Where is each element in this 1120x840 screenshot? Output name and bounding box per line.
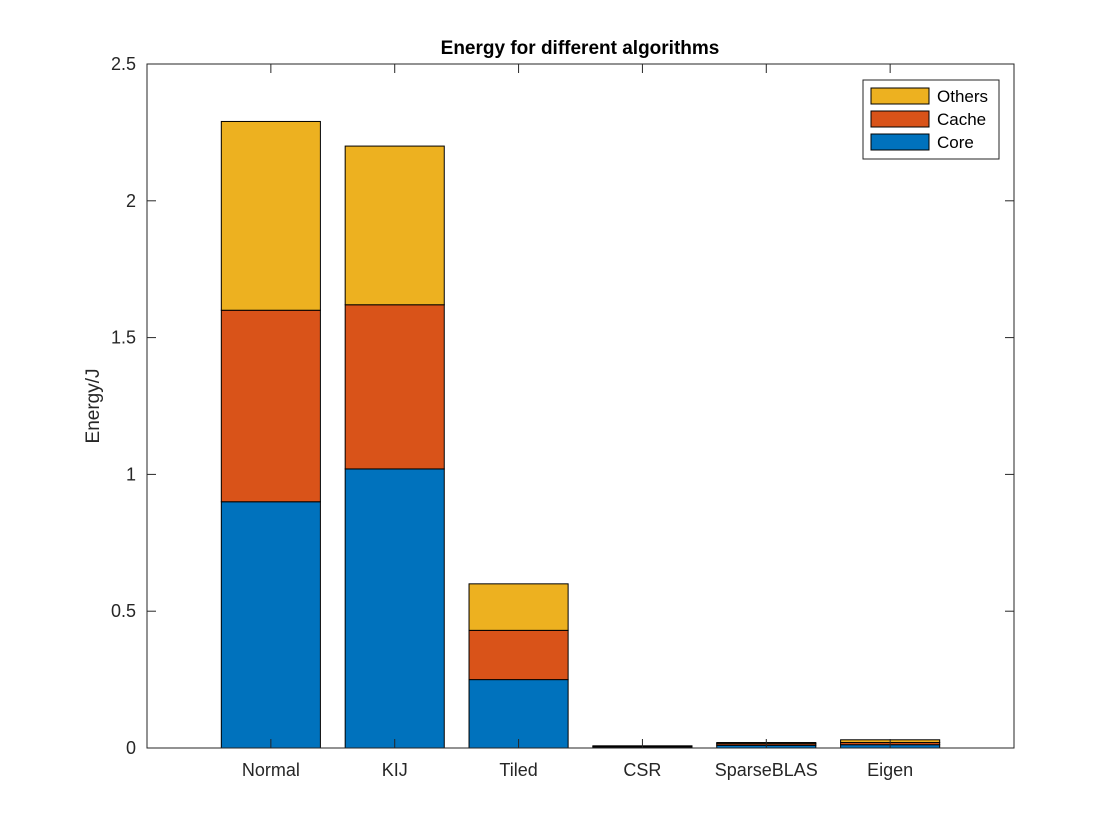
plot-frame	[146, 63, 1015, 749]
bar-segment-core-tiled	[468, 679, 569, 749]
y-tick-label: 1.5	[111, 328, 136, 348]
x-tick-label-sparseblas: SparseBLAS	[715, 760, 818, 780]
bar-segment-core-kij	[344, 468, 445, 749]
legend-label-cache: Cache	[937, 110, 986, 129]
bar-segment-others-normal	[220, 120, 321, 311]
y-tick-label: 2.5	[111, 54, 136, 74]
tick-labels: 0 0.5 1 1.5 2 2.5 Normal KIJ Tiled CSR SparseBLAS E…	[111, 54, 913, 780]
y-tick-label: 0	[126, 738, 136, 758]
bar-segment-others-tiled	[468, 583, 569, 631]
legend-label-others: Others	[937, 87, 988, 106]
legend-swatch-core	[870, 133, 930, 151]
legend-label-core: Core	[937, 133, 974, 152]
bar-segment-cache-kij	[344, 304, 445, 470]
x-tick-label-eigen: Eigen	[867, 760, 913, 780]
y-tick-label: 1	[126, 464, 136, 484]
chart-title: Energy for different algorithms	[441, 38, 720, 59]
y-tick-label: 2	[126, 191, 136, 211]
legend-swatch-others	[870, 87, 930, 105]
bar-group	[220, 120, 941, 749]
bar-segment-cache-normal	[220, 309, 321, 503]
axes	[146, 63, 1015, 749]
legend: Others Cache Core	[862, 79, 1000, 160]
x-tick-label-kij: KIJ	[382, 760, 408, 780]
y-axis-label: Energy/J	[83, 369, 104, 444]
legend-swatch-cache	[870, 110, 930, 128]
y-tick-label: 0.5	[111, 601, 136, 621]
x-tick-label-tiled: Tiled	[499, 760, 537, 780]
x-tick-label-normal: Normal	[242, 760, 300, 780]
bar-segment-others-kij	[344, 145, 445, 306]
bar-segment-core-normal	[220, 501, 321, 749]
bar-segment-cache-tiled	[468, 629, 569, 681]
x-tick-label-csr: CSR	[623, 760, 661, 780]
